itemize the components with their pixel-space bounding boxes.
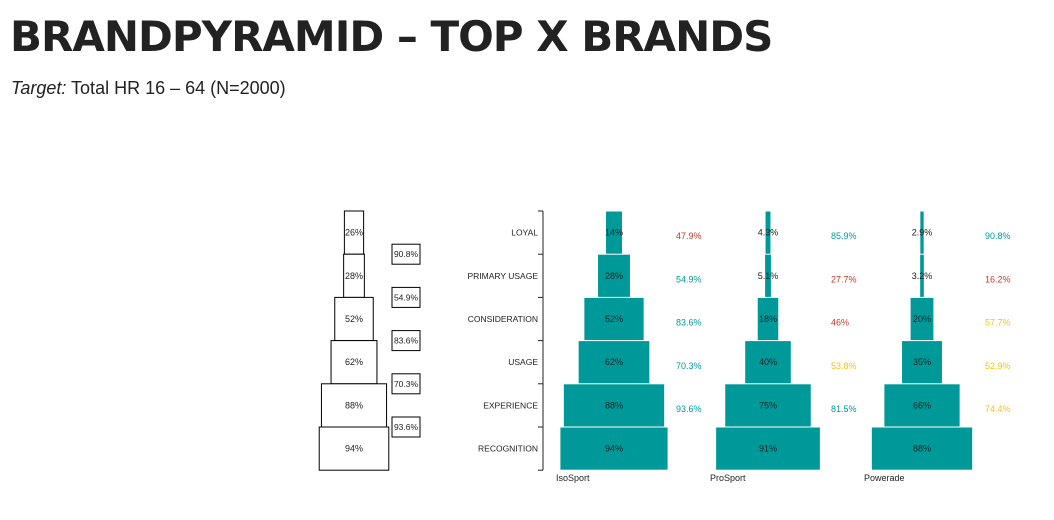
pyramid-bar-label: 3.2% [912,271,933,281]
legend-conversion-label: 90.8% [394,249,419,259]
conversion-label: 46% [831,318,849,328]
legend-pyramid-block [330,340,378,385]
level-label: RECOGNITION [478,444,538,454]
pyramid-bar-label: 75% [759,400,777,410]
level-label: EXPERIENCE [483,400,538,410]
pyramid-bar-label: 66% [913,400,931,410]
legend-pyramid-block [318,426,390,471]
pyramid-bar [716,427,820,470]
level-label: LOYAL [511,228,538,238]
pyramid-bar [584,297,644,341]
pyramid-bar [757,297,779,341]
legend-pyramid-label: 52% [345,314,363,324]
page-title: BRANDPYRAMID – TOP X BRANDS [10,12,773,61]
brand-name-label: ProSport [710,473,746,483]
subtitle-prefix: Target: [11,78,67,98]
legend-conversion-box [391,416,421,438]
pyramid-bar-label: 20% [913,314,931,324]
pyramid-bar [871,427,973,470]
legend-conversion-box [391,286,421,308]
conversion-label: 57.7% [985,318,1011,328]
pyramid-bar-label: 88% [913,444,931,454]
pyramid-bar [598,254,630,297]
conversion-label: 52.9% [985,361,1011,371]
legend-pyramid-block [320,383,388,428]
brand-name-label: Powerade [864,473,905,483]
legend-conversion-label: 70.3% [394,379,419,389]
level-label: PRIMARY USAGE [467,271,538,281]
pyramid-bar-label: 28% [605,271,623,281]
page-subtitle: Target: Total HR 16 – 64 (N=2000) [11,78,286,99]
conversion-label: 74.4% [985,404,1011,414]
legend-pyramid-label: 26% [345,228,363,238]
pyramid-bar-label: 94% [605,444,623,454]
pyramid-bar [920,254,924,297]
pyramid-bar-label: 4.3% [758,228,779,238]
pyramid-bar-label: 5.1% [758,271,779,281]
pyramid-bar [765,254,771,297]
pyramid-bar [920,211,924,254]
conversion-label: 27.7% [831,274,857,284]
conversion-label: 16.2% [985,274,1011,284]
legend-pyramid-label: 62% [345,357,363,367]
pyramid-bar-label: 18% [759,314,777,324]
conversion-label: 70.3% [676,361,702,371]
conversion-label: 54.9% [676,274,702,284]
conversion-label: 93.6% [676,404,702,414]
legend-conversion-box [391,330,421,352]
pyramid-bar-label: 2.9% [912,228,933,238]
brand-name-label: IsoSport [556,473,590,483]
pyramid-bar-label: 91% [759,444,777,454]
pyramid-bar [578,341,650,384]
pyramid-bar-label: 52% [605,314,623,324]
level-label: CONSIDERATION [468,314,538,324]
legend-conversion-label: 83.6% [394,336,419,346]
conversion-label: 81.5% [831,404,857,414]
pyramid-bar-label: 88% [605,400,623,410]
pyramid-bar [725,384,811,427]
pyramid-bar-label: 40% [759,357,777,367]
pyramid-bar [765,211,771,254]
pyramid-bar-label: 14% [605,228,623,238]
pyramid-bar [902,341,942,384]
subtitle-text: Total HR 16 – 64 (N=2000) [66,78,286,98]
legend-pyramid-label: 28% [345,271,363,281]
conversion-label: 85.9% [831,231,857,241]
pyramid-bar-label: 35% [913,357,931,367]
pyramid-bar-label: 62% [605,357,623,367]
conversion-label: 83.6% [676,318,702,328]
pyramid-bar [910,297,934,341]
pyramid-bar [606,211,622,254]
legend-conversion-label: 93.6% [394,422,419,432]
pyramid-bar [563,384,665,427]
level-label: USAGE [508,357,538,367]
legend-conversion-box [391,243,421,265]
pyramid-bar [745,341,791,384]
conversion-label: 47.9% [676,231,702,241]
legend-conversion-label: 54.9% [394,292,419,302]
conversion-label: 53.8% [831,361,857,371]
pyramid-bar [884,384,960,427]
legend-pyramid-label: 94% [345,444,363,454]
legend-pyramid-label: 88% [345,400,363,410]
legend-conversion-box [391,373,421,395]
pyramid-bar [560,427,668,470]
conversion-label: 90.8% [985,231,1011,241]
